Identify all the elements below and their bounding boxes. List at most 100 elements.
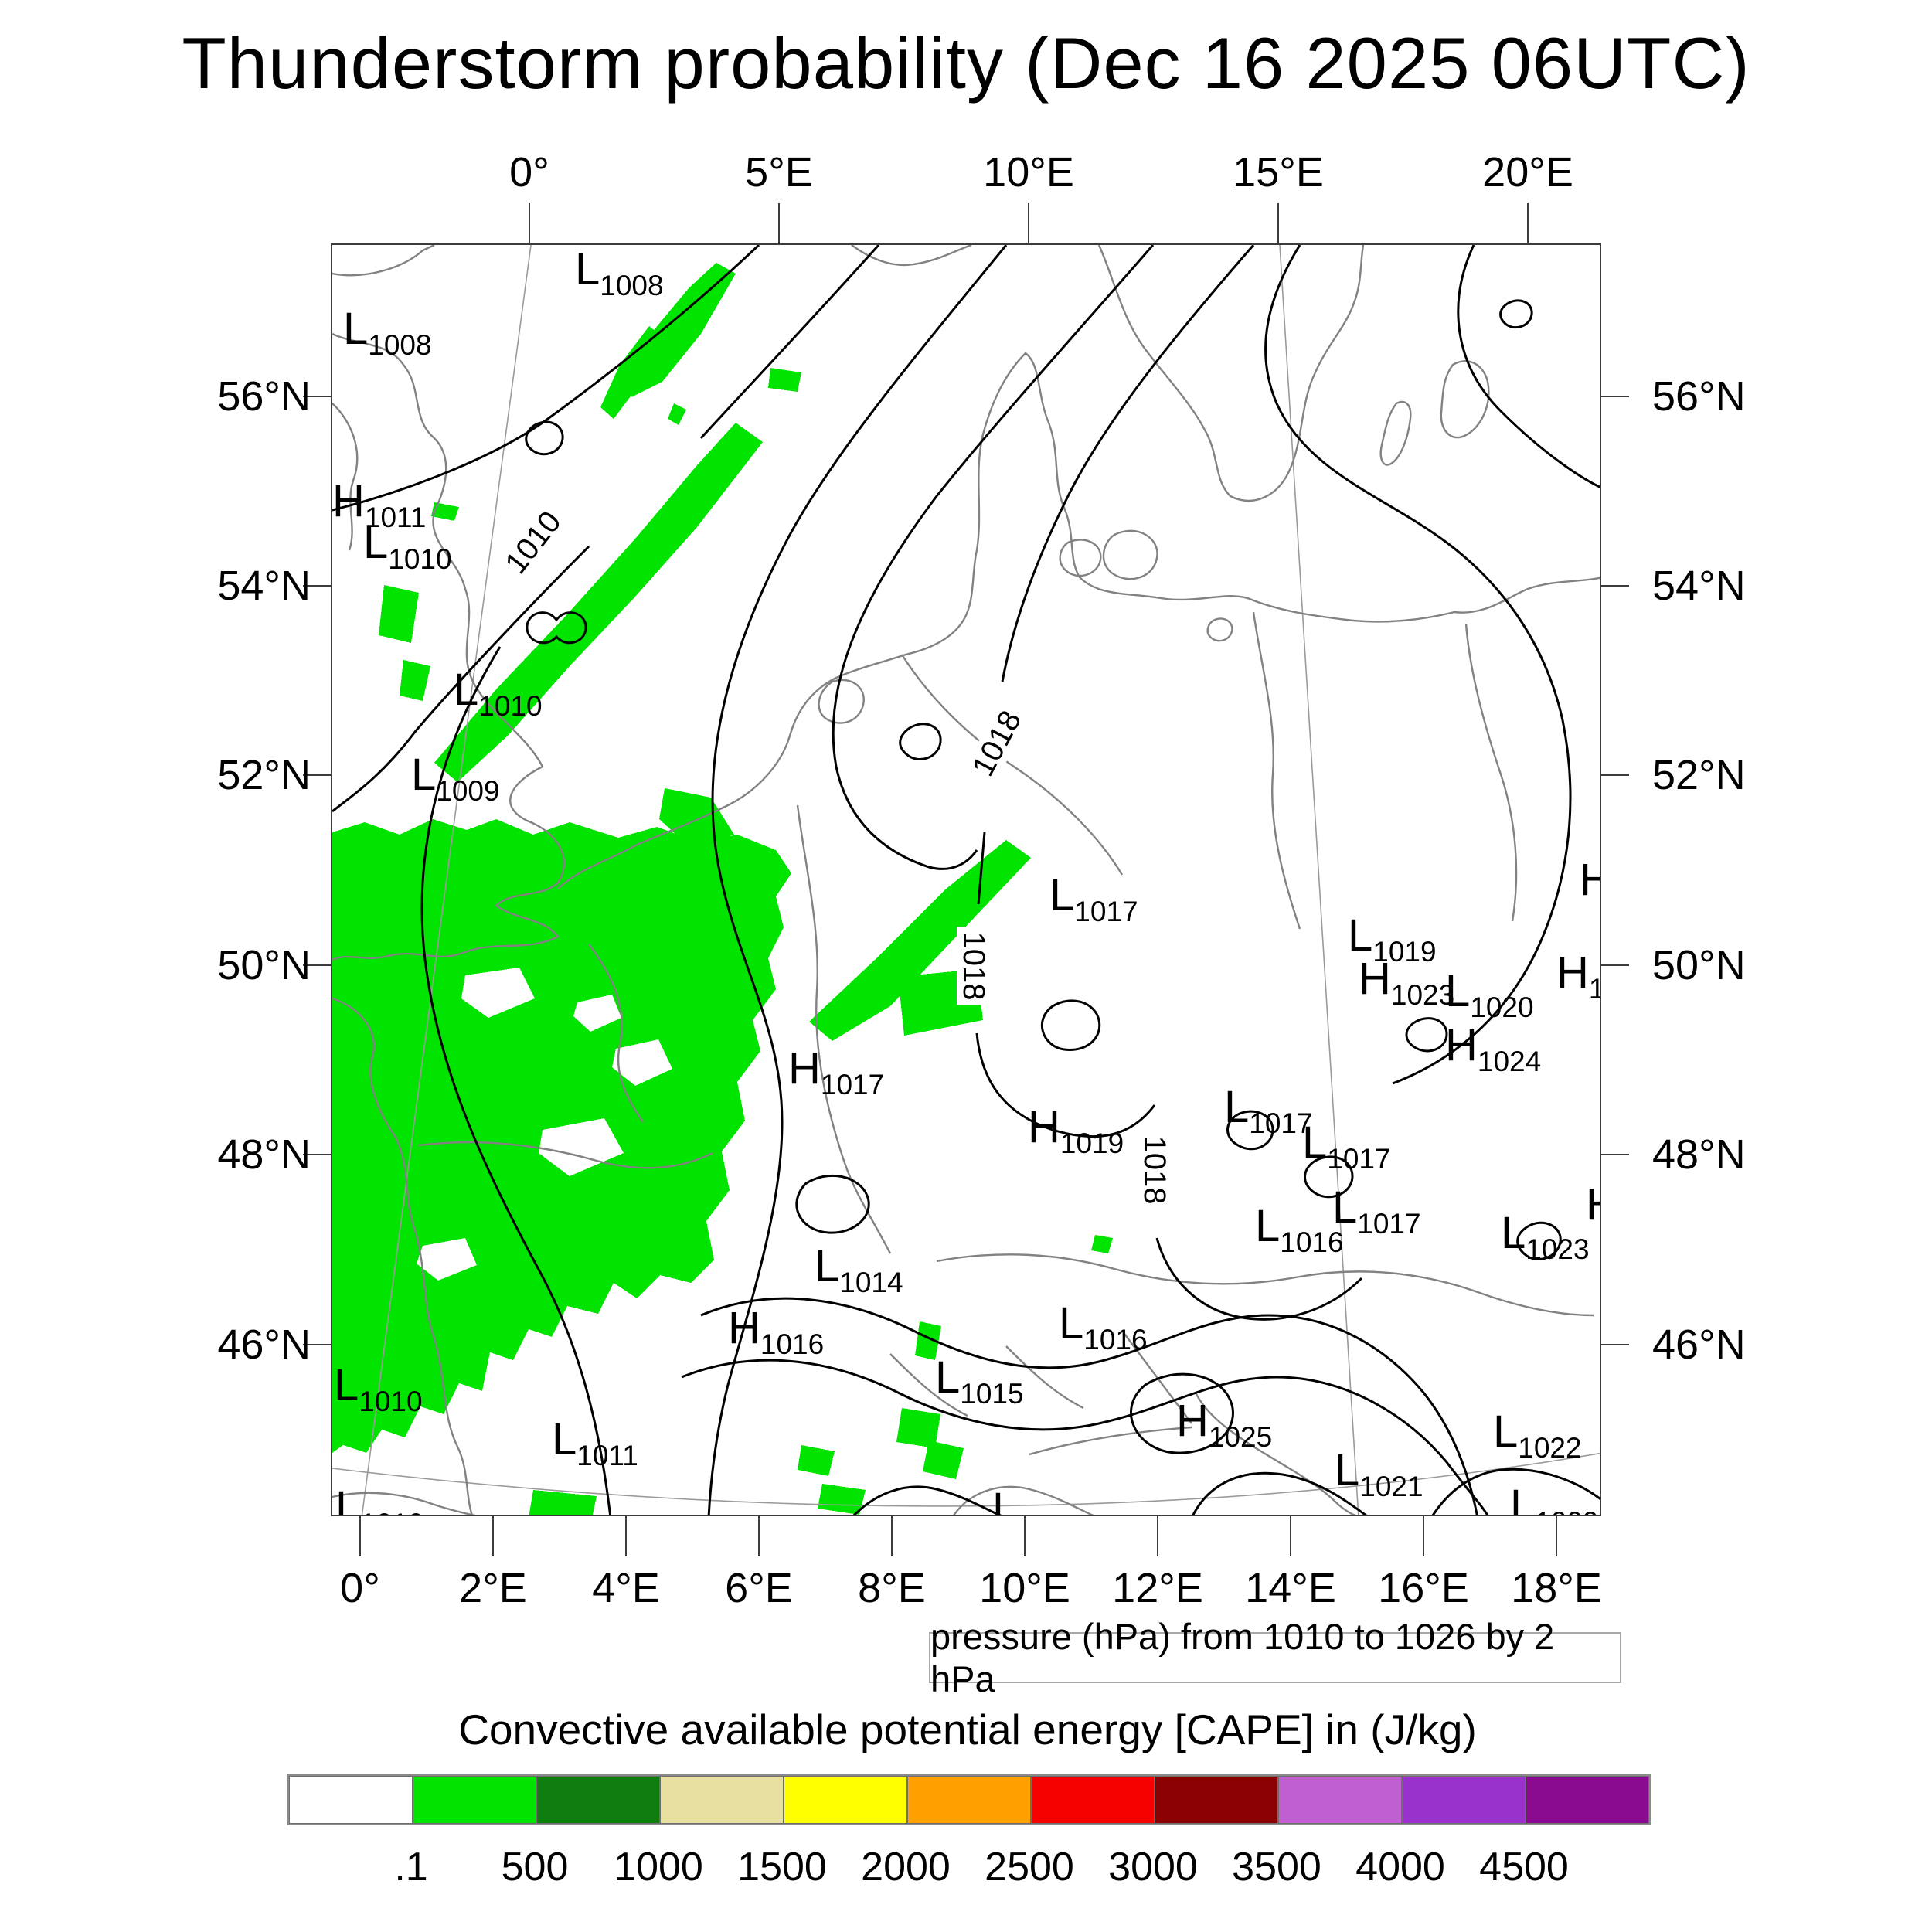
- colorbar-boundary-label: 3000: [1108, 1845, 1198, 1889]
- pressure-label-l-1021: L1021: [1335, 1445, 1423, 1502]
- map-artwork: [332, 245, 1600, 1515]
- pressure-label-l-1009: L1009: [1510, 1481, 1599, 1516]
- pressure-label-l-1017: L1017: [1224, 1082, 1313, 1139]
- pressure-label-l-1014: L1014: [815, 1241, 903, 1298]
- pressure-label-l-1015: L1015: [935, 1352, 1024, 1410]
- cape-shading-green: [332, 263, 1113, 1515]
- colorbar-cell: [1031, 1776, 1155, 1824]
- pressure-label-l-1009: L1009: [992, 1484, 1081, 1516]
- axis-label-right: 56°N: [1652, 373, 1746, 420]
- axis-label-bottom: 18°E: [1511, 1565, 1602, 1611]
- axis-tick-left: [303, 1154, 331, 1155]
- colorbar-title: Convective available potential energy [C…: [458, 1706, 1477, 1753]
- pressure-label-l-1008: L1008: [575, 244, 664, 301]
- pressure-label-l-1017: L1017: [1302, 1117, 1391, 1175]
- pressure-caption-text: pressure (hPa) from 1010 to 1026 by 2 hP…: [930, 1616, 1555, 1699]
- axis-tick-bottom: [1157, 1516, 1158, 1556]
- axis-label-bottom: 0°: [340, 1565, 380, 1611]
- axis-tick-left: [303, 396, 331, 397]
- pressure-label-h-102: H102: [1556, 947, 1600, 1004]
- colorbar-cell: [413, 1776, 536, 1824]
- axis-tick-top: [1527, 203, 1529, 243]
- pressure-label-l-1019: L1019: [1348, 910, 1437, 968]
- pressure-label-l-1010: L1010: [334, 1360, 423, 1417]
- colorbar-boundary-label: .1: [394, 1845, 428, 1889]
- pressure-label-l-1016: L1016: [1255, 1201, 1344, 1258]
- colorbar-boundary-label: 4500: [1479, 1845, 1569, 1889]
- axis-tick-top: [529, 203, 530, 243]
- axis-label-right: 48°N: [1652, 1131, 1746, 1178]
- pressure-label-l-1023: L1023: [1501, 1208, 1590, 1265]
- pressure-label-l-1009: L1009: [411, 750, 500, 807]
- axis-tick-left: [303, 964, 331, 966]
- pressure-caption: pressure (hPa) from 1010 to 1026 by 2 hP…: [929, 1616, 1621, 1699]
- axis-tick-right: [1601, 1344, 1629, 1345]
- contour-label-1018: 1018: [1138, 1131, 1172, 1209]
- axis-tick-bottom: [625, 1516, 627, 1556]
- axis-tick-left: [303, 585, 331, 587]
- axis-label-top: 20°E: [1482, 149, 1573, 196]
- axis-label-top: 15°E: [1233, 149, 1324, 196]
- colorbar-cell: [907, 1776, 1031, 1824]
- pressure-label-h-1017: H1017: [788, 1043, 885, 1100]
- pressure-label-h-1016: H1016: [728, 1303, 825, 1360]
- axis-tick-bottom: [359, 1516, 361, 1556]
- axis-label-right: 46°N: [1652, 1321, 1746, 1368]
- axis-tick-bottom: [492, 1516, 494, 1556]
- axis-tick-left: [303, 1344, 331, 1345]
- axis-label-right: 50°N: [1652, 942, 1746, 988]
- colorbar-cell: [784, 1776, 907, 1824]
- axis-tick-bottom: [1024, 1516, 1026, 1556]
- axis-label-left: 52°N: [217, 752, 311, 798]
- pressure-label-h-1024: H1024: [1445, 1020, 1542, 1077]
- pressure-label-h-1011: H1011: [332, 476, 427, 533]
- axis-label-bottom: 2°E: [459, 1565, 527, 1611]
- pressure-label-h-1025: H1025: [1176, 1396, 1273, 1453]
- isobars: [332, 245, 1600, 1515]
- axis-label-bottom: 16°E: [1378, 1565, 1469, 1611]
- axis-label-bottom: 12°E: [1112, 1565, 1203, 1611]
- colorbar-cell: [1155, 1776, 1278, 1824]
- axis-label-right: 54°N: [1652, 563, 1746, 609]
- axis-label-bottom: 4°E: [592, 1565, 660, 1611]
- axis-label-top: 0°: [509, 149, 549, 196]
- axis-tick-bottom: [758, 1516, 760, 1556]
- graticule: [332, 245, 1600, 1515]
- axis-label-bottom: 10°E: [979, 1565, 1070, 1611]
- axis-tick-right: [1601, 964, 1629, 966]
- axis-tick-right: [1601, 585, 1629, 587]
- page-title: Thunderstorm probability (Dec 16 2025 06…: [182, 22, 1750, 104]
- axis-label-left: 46°N: [217, 1321, 311, 1368]
- axis-tick-right: [1601, 396, 1629, 397]
- colorbar-boundary-label: 500: [501, 1845, 569, 1889]
- colorbar-cell: [536, 1776, 660, 1824]
- colorbar-boundary-label: 3500: [1232, 1845, 1321, 1889]
- axis-label-right: 52°N: [1652, 752, 1746, 798]
- colorbar-cell: [1526, 1776, 1649, 1824]
- axis-label-bottom: 14°E: [1245, 1565, 1336, 1611]
- pressure-label-l-1011: L1011: [552, 1414, 638, 1471]
- colorbar-boundary-label: 1500: [737, 1845, 827, 1889]
- axis-label-top: 5°E: [745, 149, 813, 196]
- colorbar-cell: [660, 1776, 784, 1824]
- cape-colorbar: [287, 1774, 1651, 1825]
- pressure-label-l-1020: L1020: [1445, 966, 1534, 1023]
- pressure-label-l-1010: L1010: [335, 1482, 424, 1516]
- pressure-label-l-1010: L1010: [363, 518, 452, 575]
- axis-label-left: 56°N: [217, 373, 311, 420]
- axis-label-bottom: 6°E: [725, 1565, 793, 1611]
- pressure-label-h: H: [1586, 1182, 1600, 1227]
- pressure-label-l-1017: L1017: [1332, 1182, 1421, 1240]
- axis-label-left: 54°N: [217, 563, 311, 609]
- axis-tick-right: [1601, 774, 1629, 776]
- axis-label-bottom: 8°E: [858, 1565, 926, 1611]
- pressure-label-l-1017: L1017: [1049, 870, 1138, 927]
- axis-tick-bottom: [1423, 1516, 1424, 1556]
- pressure-label-h: H: [1580, 858, 1600, 903]
- pressure-label-l-1008: L1008: [343, 304, 432, 361]
- axis-tick-bottom: [891, 1516, 893, 1556]
- colorbar-cell: [289, 1776, 413, 1824]
- axis-label-left: 48°N: [217, 1131, 311, 1178]
- colorbar-boundary-label: 2500: [985, 1845, 1074, 1889]
